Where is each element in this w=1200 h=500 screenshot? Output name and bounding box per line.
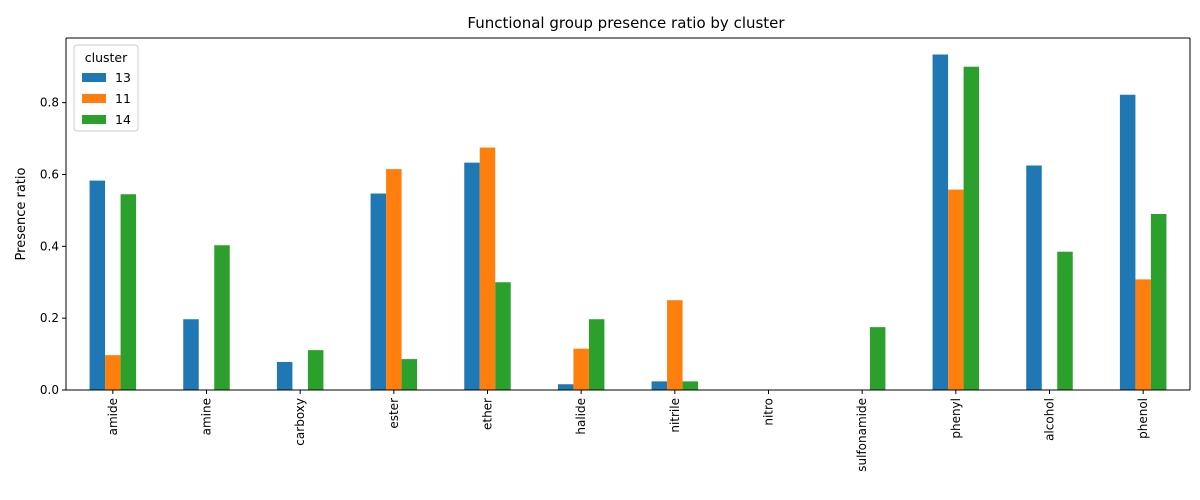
- bar-halide-cluster-13: [557, 384, 574, 390]
- bar-amine-cluster-14: [214, 245, 230, 390]
- legend-title: cluster: [85, 50, 128, 65]
- legend-label-11: 11: [115, 91, 131, 106]
- x-tick-label-carboxy: carboxy: [293, 398, 307, 446]
- plot-area: 0.0 0.2 0.4 0.6 0.8 amide amine carboxy ester eth…: [40, 37, 1191, 472]
- x-tick-label-phenyl: phenyl: [949, 398, 963, 439]
- bar-ether-cluster-13: [464, 162, 480, 390]
- bar-halide-cluster-14: [588, 319, 605, 390]
- bar-nitrile-cluster-11: [667, 300, 683, 390]
- bar-phenol-cluster-13: [1119, 94, 1136, 390]
- x-tick-label-phenol: phenol: [1136, 398, 1150, 439]
- legend: cluster 13 11 14: [73, 44, 139, 132]
- x-tick-label-ester: ester: [387, 398, 401, 429]
- x-tick-label-amide: amide: [106, 398, 120, 435]
- bar-nitrile-cluster-13: [651, 381, 668, 390]
- bar-ester-cluster-14: [401, 359, 418, 390]
- y-tick-label: 0.8: [40, 96, 59, 110]
- bar-amine-cluster-13: [183, 319, 199, 390]
- bar-amide-cluster-14: [120, 194, 137, 390]
- bar-carboxy-cluster-13: [276, 361, 293, 390]
- legend-label-13: 13: [115, 70, 131, 85]
- x-tick-label-amine: amine: [200, 398, 214, 435]
- bar-carboxy-cluster-14: [307, 350, 324, 390]
- bar-amide-cluster-13: [89, 180, 106, 390]
- bar-ester-cluster-11: [386, 169, 402, 390]
- legend-swatch-11: [82, 94, 106, 103]
- bar-ether-cluster-11: [479, 147, 496, 390]
- y-tick-label: 0.2: [40, 311, 59, 325]
- bar-phenyl-cluster-14: [963, 66, 980, 390]
- y-tick-label: 0.0: [40, 383, 59, 397]
- bar-ester-cluster-13: [370, 193, 387, 390]
- bar-nitrile-cluster-14: [682, 381, 699, 390]
- bar-sulfonamide-cluster-14: [869, 327, 886, 390]
- y-tick-label: 0.4: [40, 239, 59, 253]
- bar-halide-cluster-11: [573, 348, 589, 390]
- bar-phenyl-cluster-13: [932, 54, 949, 391]
- legend-box: [73, 44, 139, 132]
- x-tick-label-ether: ether: [481, 398, 495, 430]
- x-tick-label-halide: halide: [574, 398, 588, 435]
- bar-phenyl-cluster-11: [948, 189, 964, 390]
- bar-ether-cluster-14: [495, 282, 511, 390]
- bar-alcohol-cluster-14: [1057, 251, 1073, 390]
- y-tick-label: 0.6: [40, 167, 59, 181]
- x-tick-label-sulfonamide: sulfonamide: [855, 398, 869, 472]
- bar-amide-cluster-11: [105, 355, 121, 390]
- legend-label-14: 14: [115, 112, 131, 127]
- y-axis-label: Presence ratio: [14, 167, 29, 260]
- x-tick-label-alcohol: alcohol: [1043, 398, 1057, 441]
- legend-swatch-13: [82, 73, 106, 82]
- x-tick-label-nitro: nitro: [762, 398, 776, 426]
- chart-title: Functional group presence ratio by clust…: [467, 14, 785, 32]
- legend-swatch-14: [82, 115, 106, 124]
- bar-phenol-cluster-14: [1150, 214, 1167, 390]
- bar-alcohol-cluster-13: [1026, 165, 1042, 390]
- x-tick-label-nitrile: nitrile: [668, 398, 682, 433]
- bar-phenol-cluster-11: [1135, 279, 1151, 390]
